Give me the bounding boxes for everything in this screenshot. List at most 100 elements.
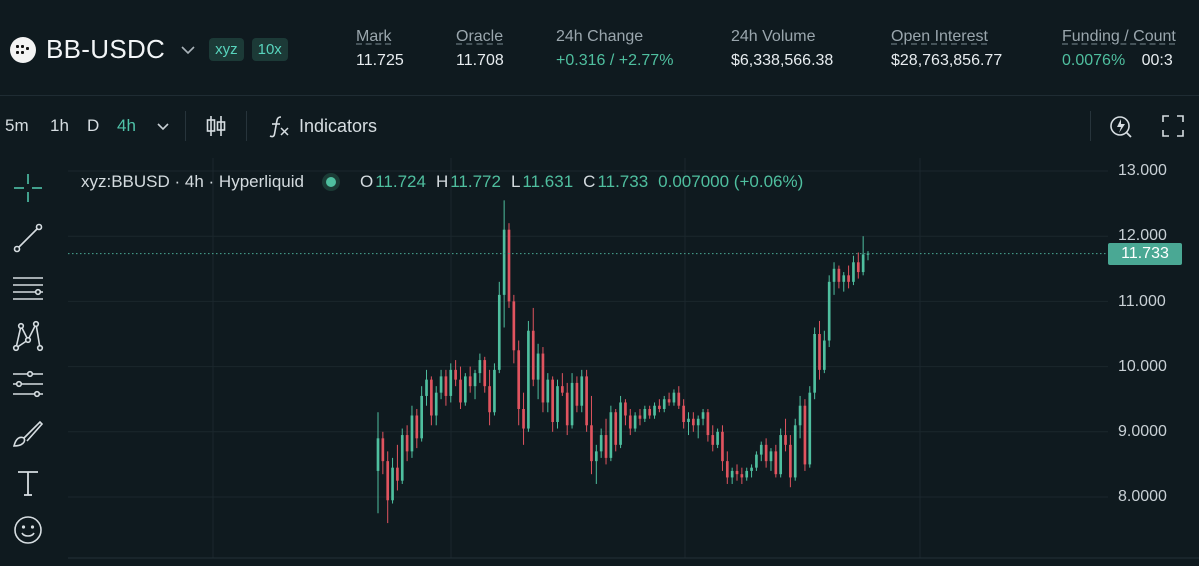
candle-body xyxy=(672,392,676,403)
status-dot-icon xyxy=(325,177,336,187)
candle-body xyxy=(420,395,423,439)
candle-body xyxy=(599,435,603,452)
candle-body xyxy=(376,438,380,471)
candle-body xyxy=(434,392,438,416)
candlestick-type-icon[interactable] xyxy=(203,113,229,139)
chevron-down-icon[interactable] xyxy=(179,41,197,59)
candle-body xyxy=(638,415,642,419)
candle-body xyxy=(585,376,588,426)
horizontal-lines-icon xyxy=(13,277,43,300)
candle-body xyxy=(497,294,501,370)
candle-body xyxy=(687,418,690,423)
legend-open-label: O xyxy=(359,172,374,191)
legend-low-label: L xyxy=(510,172,521,191)
candle-body xyxy=(551,379,554,423)
candle-body xyxy=(396,467,399,481)
candle-body xyxy=(507,229,511,302)
candle-body xyxy=(692,418,695,426)
candle-body xyxy=(745,470,749,478)
candle-body xyxy=(590,425,593,462)
legend-high-value: 11.772 xyxy=(450,172,501,191)
stat-24h-change: 24h Change +0.316 / +2.77% xyxy=(556,28,673,70)
y-axis-label: 10.000 xyxy=(1118,358,1167,375)
timeframe-chevron-down-icon[interactable] xyxy=(152,115,174,137)
candle-body xyxy=(677,392,681,406)
candle-body xyxy=(779,435,783,475)
legend-close-label: C xyxy=(583,172,596,191)
candle-body xyxy=(444,376,448,396)
candle-body xyxy=(662,399,666,409)
current-price-tag: 11.733 xyxy=(1108,243,1182,265)
indicators-button[interactable]: Indicators xyxy=(299,116,378,136)
stat-24h-change-value: +0.316 / +2.77% xyxy=(556,52,674,69)
pattern-icon xyxy=(12,320,44,352)
legend-symbol[interactable]: xyz:BBUSD · 4h · Hyperliquid xyxy=(81,172,304,191)
legend-high-label: H xyxy=(435,172,449,191)
stat-mark-label[interactable]: Mark xyxy=(356,28,392,45)
crosshair-tool[interactable] xyxy=(10,170,46,206)
trend-line-tool[interactable] xyxy=(10,220,46,256)
timeframe-1h[interactable]: 1h xyxy=(50,116,69,135)
function-fx-icon[interactable] xyxy=(266,113,292,139)
candle-body xyxy=(439,376,443,393)
candle-body xyxy=(706,412,710,436)
candle-body xyxy=(488,386,491,413)
emoji-tool[interactable] xyxy=(10,512,46,548)
candle-body xyxy=(633,415,637,429)
legend-close-value: 11.733 xyxy=(597,172,649,191)
candle-body xyxy=(619,402,622,445)
candle-body xyxy=(856,262,860,273)
candle-body xyxy=(818,334,821,370)
timeframe-4h[interactable]: 4h xyxy=(117,116,136,135)
timeframe-d[interactable]: D xyxy=(87,116,100,135)
pair-selector[interactable]: BB-USDC xyz 10x xyxy=(10,34,288,65)
stat-funding-label[interactable]: Funding / Count xyxy=(1062,28,1176,45)
timeframe-5m[interactable]: 5m xyxy=(5,116,29,135)
candle-body xyxy=(493,369,496,413)
candle-body xyxy=(823,340,826,370)
badge-leverage[interactable]: 10x xyxy=(251,38,288,61)
candle-body xyxy=(580,376,584,406)
bybit-logo-icon xyxy=(10,36,36,63)
candle-body xyxy=(561,386,564,393)
candle-body xyxy=(755,454,758,468)
brush-tool[interactable] xyxy=(10,416,46,452)
pair-name[interactable]: BB-USDC xyxy=(46,34,166,64)
y-axis-label: 9.0000 xyxy=(1118,423,1167,440)
stat-24h-change-label: 24h Change xyxy=(556,28,644,45)
horizontal-lines-tool[interactable] xyxy=(10,270,46,306)
smiley-icon xyxy=(14,516,42,544)
stat-oracle-label[interactable]: Oracle xyxy=(456,28,504,45)
fib-tool[interactable] xyxy=(10,366,46,402)
candle-body xyxy=(536,353,540,380)
candle-body xyxy=(774,451,778,475)
candle-body xyxy=(827,281,831,341)
candle-body xyxy=(842,275,846,282)
candle-body xyxy=(609,412,613,458)
candle-body xyxy=(415,415,419,439)
candle-body xyxy=(798,405,802,426)
chart-legend: xyz:BBUSD · 4h · Hyperliquid O 11.724 H … xyxy=(81,172,813,192)
stat-funding-rate: 0.0076% xyxy=(1062,52,1126,69)
candle-body xyxy=(400,435,404,481)
fullscreen-icon[interactable] xyxy=(1160,113,1186,139)
candle-body xyxy=(740,474,744,478)
stat-24h-volume-label: 24h Volume xyxy=(731,28,816,45)
replay-lightning-icon[interactable] xyxy=(1108,113,1134,139)
y-axis-label: 13.000 xyxy=(1118,162,1167,179)
candle-body xyxy=(750,467,753,471)
candlestick-chart[interactable] xyxy=(68,158,1199,566)
candle-body xyxy=(764,444,768,462)
candle-body xyxy=(405,435,409,452)
stat-open-interest-label[interactable]: Open Interest xyxy=(891,28,988,45)
pattern-tool[interactable] xyxy=(10,318,46,354)
candle-body xyxy=(784,435,787,445)
toolbar-divider xyxy=(185,111,186,141)
candle-body xyxy=(832,268,836,282)
text-tool[interactable] xyxy=(10,465,46,501)
price-chart[interactable] xyxy=(68,158,1199,566)
badge-dex: xyz xyxy=(209,38,244,61)
candle-body xyxy=(478,360,482,374)
y-axis-label: 11.000 xyxy=(1118,293,1166,310)
candle-body xyxy=(643,408,647,419)
